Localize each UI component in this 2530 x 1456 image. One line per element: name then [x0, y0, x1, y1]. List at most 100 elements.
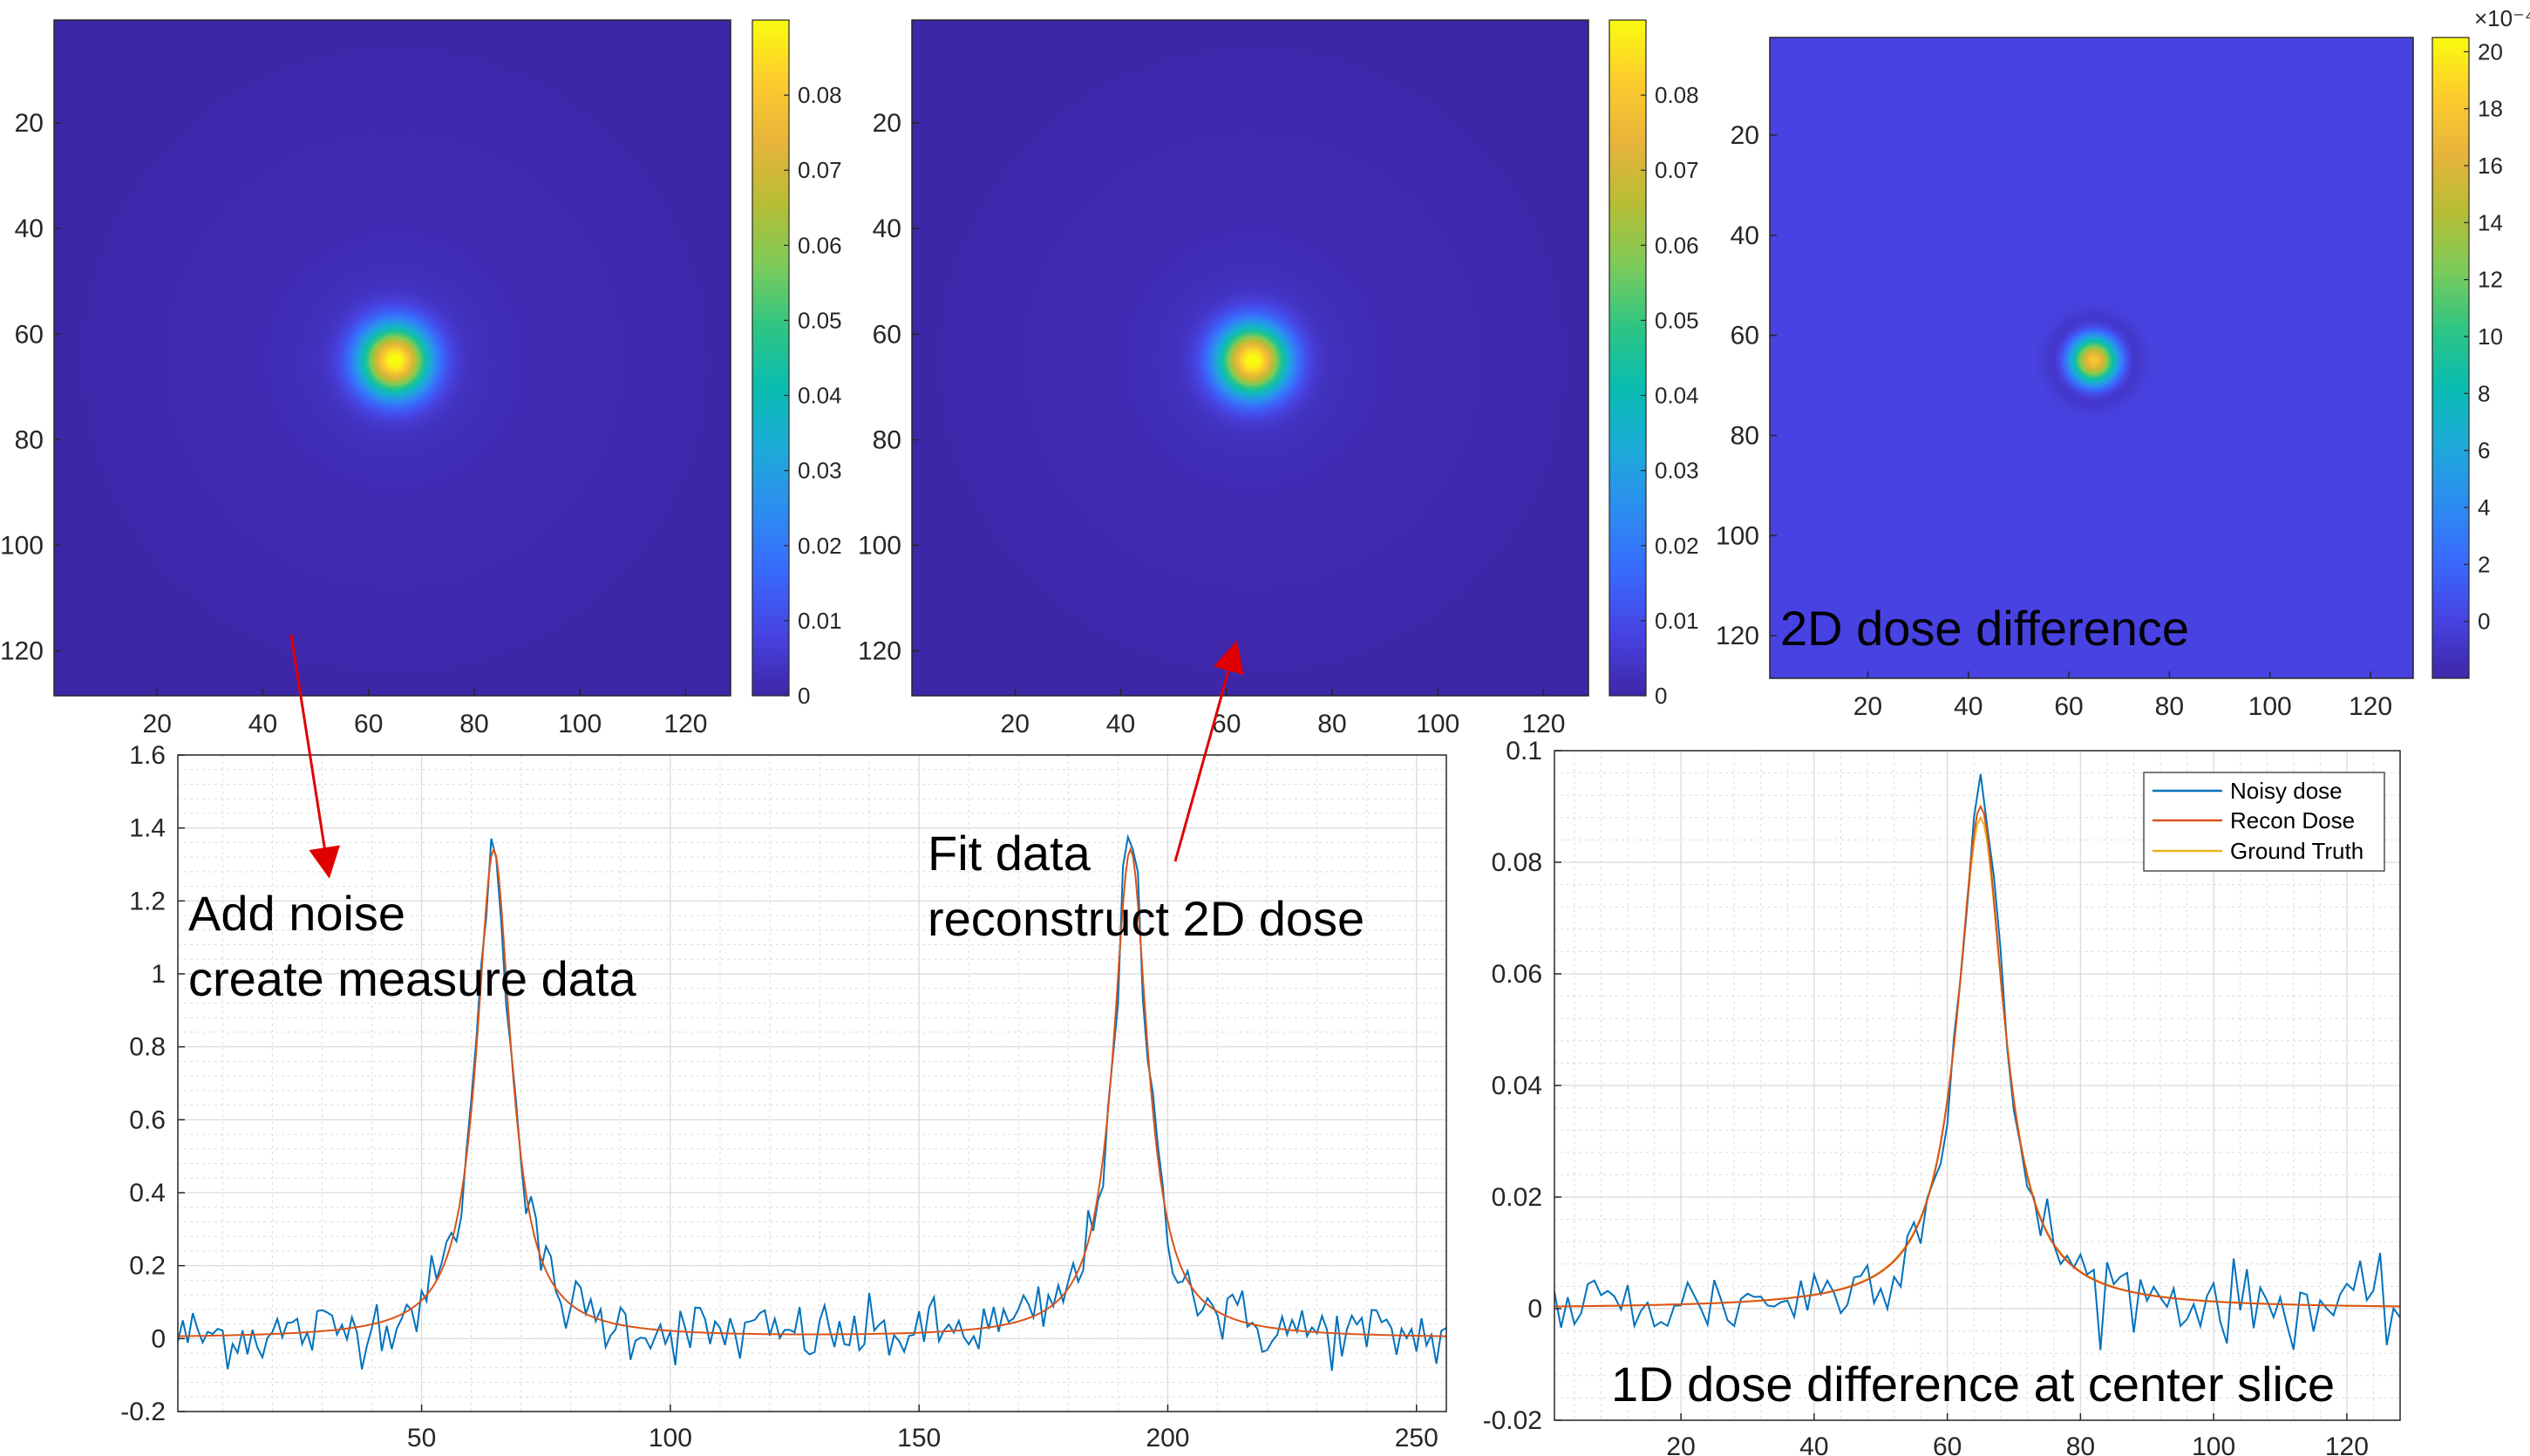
- annotation-fit-data: Fit data: [928, 826, 1092, 881]
- colorbar-tick-label: 0.03: [798, 458, 842, 484]
- colorbar-tick-label: 8: [2478, 380, 2490, 406]
- heatmap-recon-y-axis: 20 40 60 80 100 120: [858, 109, 919, 666]
- x-tick-label: 250: [1395, 1424, 1438, 1453]
- colorbar-tick-label: 0.02: [1655, 533, 1699, 559]
- series-noisy-dose: [1554, 773, 2401, 1351]
- y-tick-label: -0.02: [1483, 1406, 1542, 1435]
- y-tick-label: 0.1: [1506, 737, 1542, 765]
- x-tick-label: 40: [248, 710, 277, 738]
- heatmap-diff-x-axis: 20 40 60 80 100 120: [1853, 671, 2392, 721]
- y-tick-label: 20: [873, 109, 901, 138]
- y-tick-label: 60: [1731, 322, 1759, 350]
- y-tick-label: 1.6: [129, 741, 166, 770]
- annotation-reconstruct-2d-dose: reconstruct 2D dose: [928, 891, 1364, 946]
- colorbar-tick-label: 0: [798, 683, 810, 709]
- series-recon-dose: [1554, 804, 2401, 1308]
- y-tick-label: 0.2: [129, 1252, 166, 1281]
- center-slice-title: 1D dose difference at center slice: [1611, 1357, 2335, 1412]
- y-tick-label: -0.2: [120, 1398, 166, 1426]
- heatmap-measured-colorbar: [752, 19, 790, 697]
- y-tick-label: 0: [151, 1324, 166, 1353]
- line-chart-center-slice-y-axis: -0.02 0 0.02 0.04 0.06 0.08 0.1: [1483, 737, 1561, 1435]
- colorbar-tick-label: 0.06: [798, 232, 842, 258]
- y-tick-label: 20: [15, 109, 44, 138]
- legend-label-recon: Recon Dose: [2230, 807, 2355, 833]
- y-tick-label: 60: [15, 320, 44, 349]
- y-tick-label: 60: [873, 320, 901, 349]
- legend: Noisy dose Recon Dose Ground Truth: [2143, 772, 2385, 872]
- heatmap-recon-x-axis: 20 40 60 80 100 120: [1001, 689, 1566, 738]
- y-tick-label: 100: [1716, 521, 1759, 550]
- colorbar-tick-label: 0.08: [798, 82, 842, 108]
- y-tick-label: 1: [151, 960, 166, 989]
- y-tick-label: 0.4: [129, 1179, 166, 1208]
- heatmap-measured-y-axis: 20 40 60 80 100 120: [0, 109, 61, 666]
- colorbar-tick-label: 0.01: [1655, 608, 1699, 634]
- x-tick-label: 80: [2155, 692, 2184, 721]
- line-chart-two-peaks-plot-area: [178, 755, 1446, 1412]
- x-tick-label: 80: [1317, 710, 1346, 738]
- x-tick-label: 20: [1666, 1432, 1695, 1456]
- heatmap-diff-colorbar-exponent: ×10⁻⁴: [2474, 5, 2530, 31]
- legend-label-noisy: Noisy dose: [2230, 778, 2343, 804]
- heatmap-measured-x-axis: 20 40 60 80 100 120: [143, 689, 708, 738]
- line-chart-center-slice-x-axis: 20 40 60 80 100 120: [1666, 1413, 2369, 1456]
- y-tick-label: 80: [1731, 422, 1759, 451]
- colorbar-tick-label: 6: [2478, 438, 2490, 464]
- y-tick-label: 0.6: [129, 1106, 166, 1134]
- colorbar-tick-label: 0.06: [1655, 232, 1699, 258]
- arrow-add-noise: [289, 634, 341, 879]
- y-tick-label: 0: [1527, 1295, 1542, 1323]
- colorbar-tick-label: 0.02: [798, 533, 842, 559]
- y-tick-label: 0.02: [1492, 1183, 1542, 1212]
- heatmap-recon-frame: [911, 19, 1589, 697]
- x-tick-label: 40: [1106, 710, 1135, 738]
- heatmap-measured-frame: [53, 19, 731, 697]
- y-tick-label: 80: [873, 425, 901, 454]
- y-tick-label: 0.8: [129, 1033, 166, 1062]
- line-chart-two-peaks-x-axis: 50 100 150 200 250: [407, 1405, 1438, 1453]
- legend-box: [2143, 772, 2385, 872]
- x-tick-label: 80: [459, 710, 488, 738]
- x-tick-label: 60: [2054, 692, 2083, 721]
- x-tick-label: 20: [143, 710, 172, 738]
- series-fit: [178, 847, 1446, 1337]
- y-tick-label: 0.08: [1492, 848, 1542, 877]
- arrow-fit-data: [1173, 640, 1244, 862]
- colorbar-tick-label: 4: [2478, 494, 2490, 520]
- x-tick-label: 60: [1933, 1432, 1962, 1456]
- x-tick-label: 100: [2248, 692, 2292, 721]
- colorbar-tick-label: 0.03: [1655, 458, 1699, 484]
- x-tick-label: 50: [407, 1424, 436, 1453]
- heatmap-recon-colorbar: [1608, 19, 1647, 697]
- x-tick-label: 120: [2325, 1432, 2369, 1456]
- y-tick-label: 80: [15, 425, 44, 454]
- x-tick-label: 80: [2066, 1432, 2095, 1456]
- line-chart-two-peaks-frame: [177, 754, 1447, 1412]
- colorbar-tick-label: 0.04: [798, 383, 842, 409]
- y-tick-label: 120: [0, 637, 44, 666]
- y-tick-label: 20: [1731, 121, 1759, 150]
- series-noisy-data: [177, 833, 1447, 1371]
- y-tick-label: 100: [858, 531, 901, 560]
- x-tick-label: 100: [2192, 1432, 2235, 1456]
- annotations: Add noise create measure data Fit data r…: [188, 634, 1364, 1006]
- x-tick-label: 120: [663, 710, 707, 738]
- line-chart-two-peaks: 50 100 150 200 250 -0.2 0 0.2 0.4 0.6 0.8 1 1.2 1.4 1…: [120, 741, 1447, 1453]
- colorbar-tick-label: 18: [2478, 96, 2503, 122]
- x-tick-label: 20: [1853, 692, 1882, 721]
- annotation-add-noise: Add noise: [188, 886, 405, 941]
- heatmap-diff-y-axis: 20 40 60 80 100 120: [1716, 121, 1777, 650]
- heatmap-recon-colorbar-ticks: 0 0.01 0.02 0.03 0.04 0.05 0.06 0.07 0.08: [1641, 82, 1699, 709]
- line-chart-center-slice: 20 40 60 80 100 120 -0.02 0 0.02 0.04 0.06 0.08 0.1…: [1483, 737, 2401, 1456]
- x-tick-label: 120: [1521, 710, 1565, 738]
- x-tick-label: 60: [354, 710, 383, 738]
- y-tick-label: 1.2: [129, 887, 166, 915]
- colorbar-tick-label: 0: [1655, 683, 1667, 709]
- x-tick-label: 200: [1146, 1424, 1189, 1453]
- heatmap-diff: 20 40 60 80 100 120 20 40 60 80 100 120 0 2 4 6 8 10 12 1…: [1716, 5, 2530, 721]
- y-tick-label: 40: [873, 214, 901, 243]
